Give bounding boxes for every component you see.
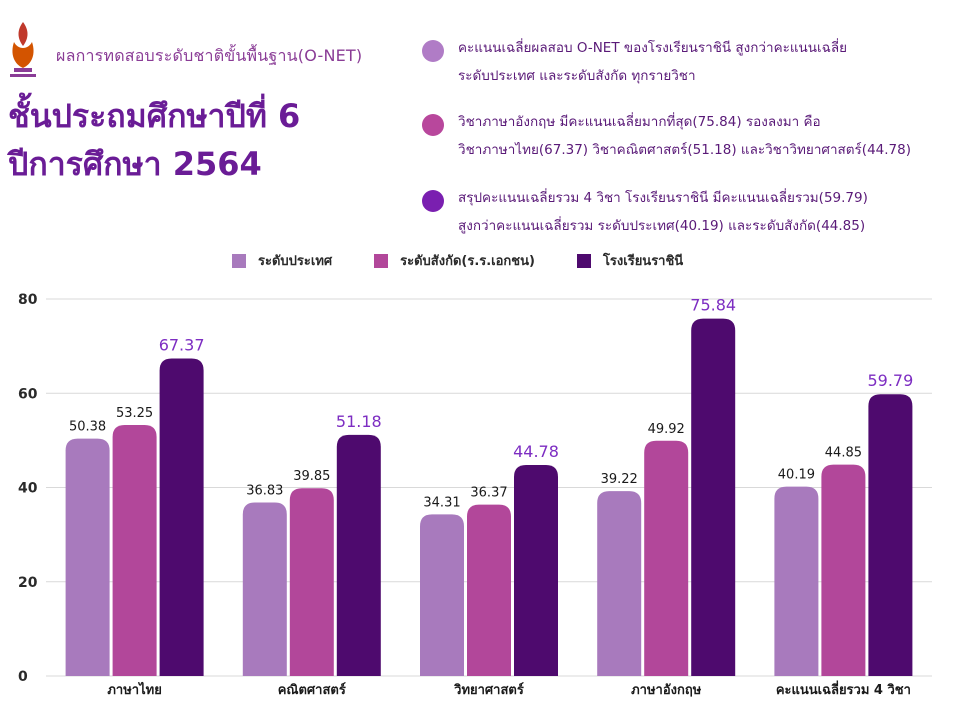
page-title: ชั้นประถมศึกษาปีที่ 6 ปีการศึกษา 2564 [8, 92, 300, 188]
x-category-label: ภาษาอังกฤษ [631, 683, 702, 698]
x-category-label: ภาษาไทย [107, 681, 161, 698]
y-tick-label: 0 [18, 669, 28, 685]
data-label: 36.83 [246, 483, 283, 498]
note-2-line-1: วิชาภาษาอังกฤษ มีคะแนนเฉลี่ยมากที่สุด(75… [458, 114, 821, 130]
note-bullet-icon [422, 114, 444, 136]
data-label: 36.37 [470, 486, 507, 501]
y-tick-label: 60 [18, 386, 38, 402]
note-1-line-2: ระดับประเทศ และระดับสังกัด ทุกรายวิชา [458, 68, 696, 84]
data-label: 59.79 [867, 371, 913, 390]
data-label: 49.92 [648, 422, 685, 437]
legend-label: โรงเรียนราชินี [602, 254, 684, 269]
bar [644, 440, 689, 676]
bar [691, 318, 736, 676]
school-logo [10, 22, 36, 77]
data-label: 39.22 [601, 472, 638, 487]
data-label: 44.85 [825, 446, 862, 461]
bar [159, 358, 204, 676]
chart-legend: ระดับประเทศ ระดับสังกัด(ร.ร.เอกชน) โรงเร… [232, 250, 683, 271]
x-category-label: คณิตศาสตร์ [278, 682, 346, 698]
data-label: 34.31 [423, 495, 460, 510]
note-bullet-icon [422, 190, 444, 212]
bar [467, 504, 511, 676]
page-subtitle: ผลการทดสอบระดับชาติขั้นพื้นฐาน(O-NET) [56, 46, 363, 65]
bar [597, 491, 642, 676]
title-line-2: ปีการศึกษา 2564 [8, 145, 262, 183]
bar [420, 514, 464, 676]
x-category-label: วิทยาศาสตร์ [453, 682, 523, 698]
summary-note-3: สรุปคะแนนเฉลี่ยรวม 4 วิชา โรงเรียนราชินี… [422, 184, 952, 240]
x-category-label: คะแนนเฉลี่ยรวม 4 วิชา [776, 680, 911, 698]
bar [868, 394, 913, 676]
note-1-line-1: คะแนนเฉลี่ยผลสอบ O-NET ของโรงเรียนราชินี… [458, 40, 848, 56]
data-label: 67.37 [159, 336, 205, 355]
bar [112, 425, 157, 676]
legend-label: ระดับสังกัด(ร.ร.เอกชน) [400, 254, 535, 269]
legend-swatch [576, 253, 591, 268]
y-tick-label: 40 [18, 481, 38, 497]
data-label: 40.19 [778, 468, 815, 483]
legend-item-national: ระดับประเทศ [232, 250, 332, 271]
note-2-line-2: วิชาภาษาไทย(67.37) วิชาคณิตศาสตร์(51.18)… [458, 142, 911, 158]
y-tick-label: 80 [18, 292, 38, 308]
bar [514, 464, 558, 676]
bar [336, 434, 381, 676]
bar [242, 502, 287, 676]
summary-note-2: วิชาภาษาอังกฤษ มีคะแนนเฉลี่ยมากที่สุด(75… [422, 108, 952, 164]
bar [289, 488, 334, 676]
title-line-1: ชั้นประถมศึกษาปีที่ 6 [8, 97, 301, 135]
note-bullet-icon [422, 40, 444, 62]
data-label: 44.78 [513, 442, 559, 461]
y-tick-label: 20 [18, 575, 38, 591]
bar [65, 438, 110, 676]
bar [821, 464, 866, 676]
data-label: 39.85 [293, 469, 330, 484]
legend-swatch [232, 253, 246, 268]
legend-item-affiliation: ระดับสังกัด(ร.ร.เอกชน) [374, 250, 535, 271]
legend-label: ระดับประเทศ [258, 254, 333, 269]
data-label: 75.84 [690, 296, 736, 315]
data-label: 51.18 [336, 412, 382, 431]
data-label: 53.25 [116, 406, 153, 421]
legend-swatch [374, 253, 389, 268]
legend-item-school: โรงเรียนราชินี [576, 250, 684, 271]
data-label: 50.38 [69, 420, 106, 435]
note-3-line-1: สรุปคะแนนเฉลี่ยรวม 4 วิชา โรงเรียนราชินี… [458, 190, 868, 206]
bar [774, 486, 819, 676]
summary-note-1: คะแนนเฉลี่ยผลสอบ O-NET ของโรงเรียนราชินี… [422, 34, 952, 90]
note-3-line-2: สูงกว่าคะแนนเฉลี่ยรวม ระดับประเทศ(40.19)… [458, 218, 866, 234]
